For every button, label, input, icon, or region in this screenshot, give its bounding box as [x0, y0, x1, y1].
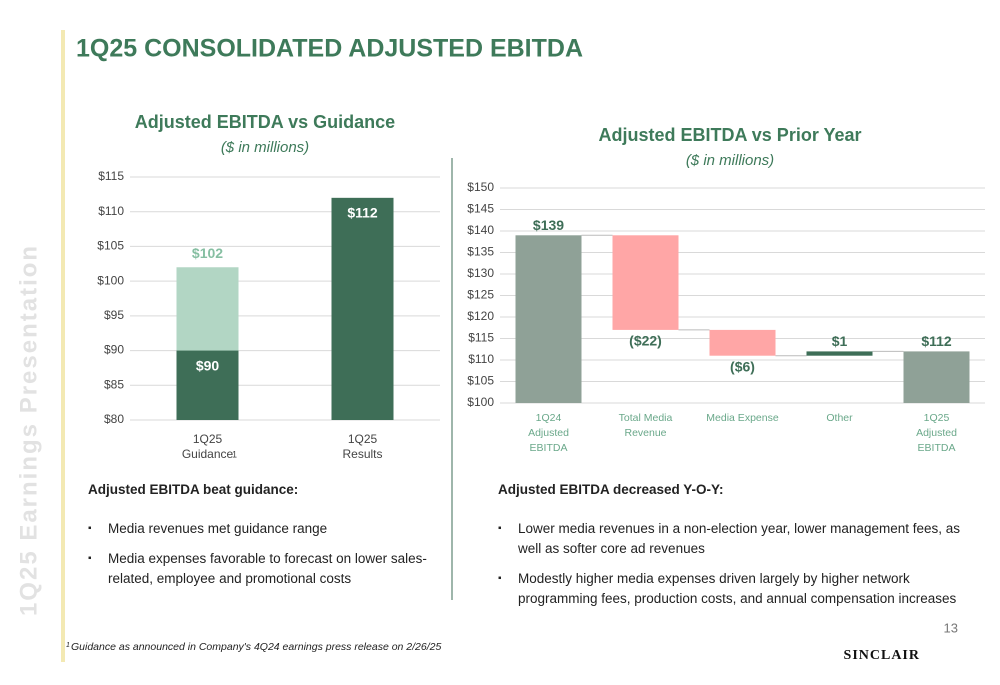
y-tick-label: $110 — [98, 204, 124, 218]
x-tick-label: 1Q25 — [348, 432, 378, 446]
y-tick-label: $130 — [467, 266, 494, 280]
y-tick-label: $115 — [98, 169, 124, 183]
bar — [331, 197, 394, 420]
chart-title: Adjusted EBITDA vs Prior Year — [598, 125, 861, 145]
data-label: $90 — [196, 357, 220, 373]
data-label: $139 — [533, 217, 564, 233]
data-label: $112 — [347, 205, 378, 221]
bullet: Lower media revenues in a non-election y… — [498, 519, 968, 559]
bar — [515, 235, 582, 403]
chart-subtitle: ($ in millions) — [221, 139, 309, 156]
y-tick-label: $100 — [97, 273, 124, 287]
bullet-list: Lower media revenues in a non-election y… — [498, 519, 968, 609]
y-tick-label: $95 — [104, 308, 124, 322]
x-tick-label: 1Q25 — [193, 432, 223, 446]
bar — [709, 329, 776, 356]
x-tick-label: Guidance — [182, 447, 234, 461]
y-tick-label: $105 — [467, 374, 494, 388]
bar — [176, 350, 239, 420]
bullet: Media revenues met guidance range — [88, 519, 428, 539]
data-label: $102 — [192, 245, 223, 261]
chart-subtitle: ($ in millions) — [686, 152, 774, 169]
right-text: Adjusted EBITDA decreased Y-O-Y: Lower m… — [498, 482, 968, 619]
y-tick-label: $150 — [467, 180, 494, 194]
x-tick-label: Adjusted — [916, 427, 957, 439]
x-tick-label: Revenue — [624, 427, 666, 439]
y-tick-label: $100 — [467, 395, 494, 409]
y-tick-label: $105 — [97, 239, 124, 253]
footnote: Guidance as announced in Company's 4Q24 … — [71, 641, 441, 653]
x-tick-label: Results — [342, 447, 382, 461]
y-tick-label: $125 — [467, 288, 494, 302]
page-number: 13 — [944, 620, 958, 635]
bullet-list: Media revenues met guidance range Media … — [88, 519, 428, 589]
x-tick-label: EBITDA — [918, 442, 956, 454]
x-tick-label: Total Media — [619, 412, 673, 424]
x-tick-label: EBITDA — [530, 442, 568, 454]
logo: SINCLAIR — [844, 648, 920, 663]
slide-title: 1Q25 CONSOLIDATED ADJUSTED EBITDA — [76, 35, 583, 63]
y-tick-label: $135 — [467, 245, 494, 259]
footnote-marker: 1 — [232, 449, 237, 459]
x-tick-label: 1Q24 — [536, 412, 562, 424]
x-tick-label: 1Q25 — [924, 412, 950, 424]
chart-title: Adjusted EBITDA vs Guidance — [135, 112, 395, 132]
bullet: Media expenses favorable to forecast on … — [88, 549, 428, 589]
y-tick-label: $80 — [104, 412, 124, 426]
x-tick-label: Adjusted — [528, 427, 569, 439]
accent-bar — [61, 30, 65, 662]
y-tick-label: $145 — [467, 202, 494, 216]
data-label: ($6) — [730, 358, 755, 374]
data-label: $1 — [832, 333, 848, 349]
bar — [903, 351, 970, 403]
text-heading: Adjusted EBITDA beat guidance: — [88, 482, 299, 497]
bar — [612, 235, 679, 330]
y-tick-label: $120 — [467, 309, 494, 323]
y-tick-label: $110 — [468, 352, 494, 366]
y-tick-label: $85 — [104, 377, 124, 391]
footnote-marker: 1 — [66, 642, 70, 649]
y-tick-label: $90 — [104, 343, 124, 357]
left-text: Adjusted EBITDA beat guidance: Media rev… — [88, 482, 428, 599]
sidebar-text: 1Q25 Earnings Presentation — [15, 244, 42, 616]
y-tick-label: $115 — [468, 331, 494, 345]
data-label: ($22) — [629, 333, 662, 349]
x-tick-label: Media Expense — [706, 412, 779, 424]
bullet: Modestly higher media expenses driven la… — [498, 569, 968, 609]
data-label: $112 — [921, 333, 952, 349]
x-tick-label: Other — [826, 412, 853, 424]
bar — [806, 351, 873, 356]
y-tick-label: $140 — [467, 223, 494, 237]
text-heading: Adjusted EBITDA decreased Y-O-Y: — [498, 482, 724, 497]
